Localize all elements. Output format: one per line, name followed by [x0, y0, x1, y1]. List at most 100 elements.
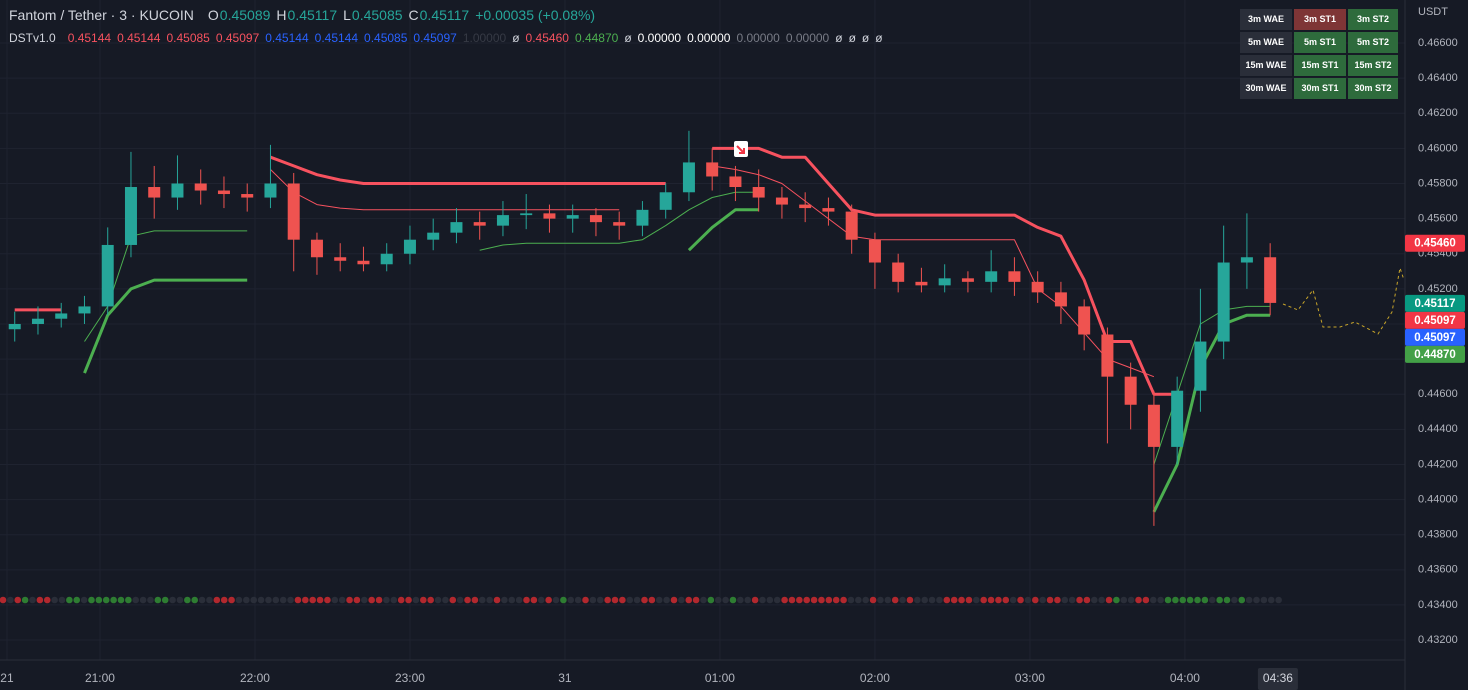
forecast-line [1282, 267, 1405, 335]
y-tick-label: 0.46400 [1418, 72, 1458, 84]
signal-dot [235, 596, 243, 604]
candle-body [287, 183, 300, 240]
signal-dot [1201, 596, 1209, 604]
price-tag-label: 0.45117 [1415, 298, 1456, 310]
indicator-value: ø [624, 31, 632, 45]
signal-dot [781, 596, 788, 604]
signal-dot [220, 596, 228, 604]
signal-dot [1194, 596, 1201, 604]
signal-dot [279, 596, 287, 604]
signal-dot [1186, 596, 1194, 604]
candle-body [1217, 262, 1230, 342]
candle-body [1101, 334, 1114, 377]
candle-body [403, 239, 416, 254]
indicator-value: 0.45144 [67, 31, 112, 45]
signal-dot [973, 596, 980, 604]
candle-body [822, 208, 835, 212]
candle-body [729, 176, 742, 188]
signal-dot [818, 596, 825, 604]
signal-dot [390, 596, 398, 604]
signal-dot [287, 596, 294, 604]
signal-dot [663, 596, 670, 604]
indicator-value: 0.44870 [574, 31, 619, 45]
signal-dot [405, 596, 412, 604]
signal-dot [523, 596, 530, 604]
signal-dot [228, 596, 235, 604]
signal-dot [810, 596, 818, 604]
y-tick-label: 0.44600 [1418, 388, 1458, 400]
candle-body [334, 257, 347, 261]
signal-dot [43, 596, 51, 604]
signal-dot [655, 596, 663, 604]
signal-dot [1127, 596, 1135, 604]
candle-body [892, 262, 905, 282]
signal-dot [692, 596, 700, 604]
candle-body [915, 281, 928, 286]
candle-body [868, 239, 881, 263]
candle-body [148, 187, 161, 198]
y-tick-label: 0.45800 [1418, 177, 1458, 189]
signal-dot [117, 596, 125, 604]
signal-dot [567, 596, 575, 604]
price-tag-label: 0.45097 [1414, 332, 1456, 344]
current-time-label: 04:36 [1263, 671, 1293, 685]
signal-dot [243, 596, 250, 604]
signal-dot [1172, 596, 1179, 604]
x-tick-label: 01:00 [705, 671, 735, 685]
status-table: 3m WAE 3m ST1 3m ST2 5m WAE 5m ST1 5m ST2 15m … [1240, 9, 1398, 99]
signal-dot [1223, 596, 1231, 604]
signal-dot [574, 596, 582, 604]
signal-dot [803, 596, 811, 604]
signal-dot [1231, 596, 1238, 604]
signal-dot [132, 596, 140, 604]
ohlc-label: H [276, 7, 287, 23]
signal-dot [51, 596, 58, 604]
x-tick-label: 21:00 [85, 671, 115, 685]
candle-body [496, 215, 509, 226]
indicator-value: 0.45144 [265, 31, 309, 45]
signal-dot [198, 596, 206, 604]
candle-body [589, 215, 602, 223]
signal-dot [1142, 596, 1150, 604]
signal-dot [855, 596, 862, 604]
symbol-legend: Fantom / Tether · 3 · KUCOIN O0.45089 H0.4… [9, 7, 601, 23]
indicator-value: 0.45085 [364, 31, 408, 45]
signal-dot [250, 596, 258, 604]
signal-dot [921, 596, 928, 604]
signal-dot [678, 596, 685, 604]
signal-dot [375, 596, 383, 604]
indicator-value: 0.00000 [637, 31, 682, 45]
table-cell: 5m WAE [1240, 32, 1292, 53]
indicator-value: 0.45097 [413, 31, 457, 45]
signal-dot [1275, 596, 1282, 604]
price-tag [1405, 345, 1465, 363]
indicator-value: 0.45144 [117, 31, 161, 45]
signal-marker [734, 141, 748, 157]
signal-dot [950, 596, 958, 604]
candle-body [78, 306, 91, 314]
y-tick-label: 0.44400 [1418, 423, 1458, 435]
y-tick-label: 0.43400 [1418, 599, 1458, 611]
indicator-value: ø [848, 31, 856, 45]
signal-dot [1083, 596, 1091, 604]
signal-dot [331, 596, 339, 604]
signal-dot [191, 596, 199, 604]
signal-dot [0, 596, 7, 604]
signal-dot [1179, 596, 1187, 604]
signal-dot [1149, 596, 1157, 604]
signal-dot [914, 596, 921, 604]
ohlc-value: 0.45085 [351, 7, 403, 23]
candle-body [1031, 281, 1044, 293]
x-tick-label: 04:00 [1170, 671, 1200, 685]
signal-dot [309, 596, 316, 604]
candle-body [124, 187, 137, 245]
signal-dot [147, 596, 154, 604]
indicator-legend: DSTv1.0 0.45144 0.45144 0.45085 0.45097 0.451… [9, 31, 889, 45]
indicator-value: ø [835, 31, 843, 45]
signal-dot [537, 596, 545, 604]
signal-dot [272, 596, 280, 604]
grid [0, 0, 1405, 660]
axes: 0.46600 0.46400 0.46200 0.46000 0.45800 0.456… [0, 37, 1465, 690]
candle-body [659, 192, 672, 210]
